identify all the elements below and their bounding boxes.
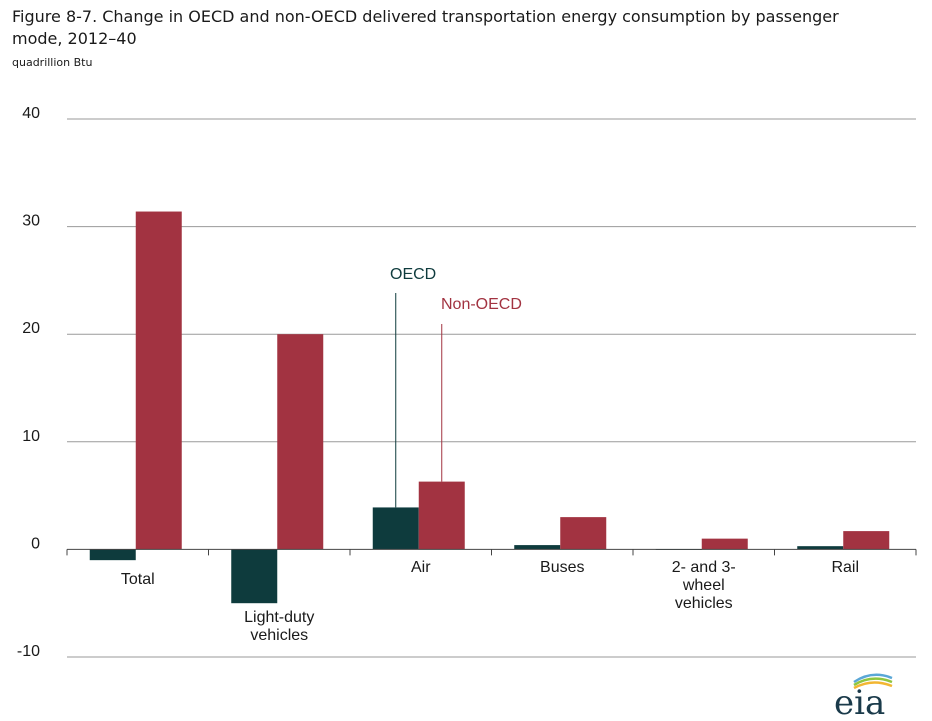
- chart-title: Figure 8-7. Change in OECD and non-OECD …: [12, 7, 839, 48]
- bar-non-oecd: [843, 531, 890, 550]
- bar-oecd: [797, 546, 844, 550]
- logo-text: eia: [834, 683, 885, 718]
- y-tick-label: 40: [22, 105, 40, 122]
- y-tick-label: 30: [22, 213, 40, 230]
- bar-oecd: [514, 545, 561, 550]
- legend-non-oecd: Non-OECD: [441, 296, 522, 313]
- gridlines: [67, 118, 916, 658]
- bar-oecd: [89, 549, 136, 561]
- bar-oecd: [231, 549, 278, 604]
- y-tick-label: -10: [17, 643, 40, 660]
- unit-label: quadrillion Btu: [12, 56, 93, 69]
- y-axis-ticks: -10 0 10 20 30 40: [17, 105, 40, 660]
- category-label: Light-duty vehicles: [244, 609, 314, 644]
- legend-oecd: OECD: [390, 266, 436, 283]
- bar-non-oecd: [560, 517, 607, 550]
- category-label: 2- and 3-wheel vehicles: [672, 559, 736, 612]
- bar-non-oecd: [418, 481, 465, 550]
- category-labels: Total Light-duty vehicles Air Buses 2- and 3-…: [121, 559, 859, 644]
- category-label: Rail: [831, 559, 859, 576]
- y-tick-label: 10: [22, 428, 40, 445]
- bars: [89, 211, 890, 604]
- category-label: Buses: [540, 559, 584, 576]
- x-axis: [66, 548, 917, 556]
- bar-non-oecd: [277, 334, 324, 550]
- bar-oecd: [372, 507, 419, 550]
- category-label: Total: [121, 571, 155, 588]
- bar-non-oecd: [701, 538, 748, 550]
- category-label: Air: [411, 559, 431, 576]
- eia-logo: eia: [834, 673, 893, 718]
- y-tick-label: 0: [31, 535, 40, 552]
- legend-annotations: OECD Non-OECD: [390, 266, 522, 508]
- y-tick-label: 20: [22, 320, 40, 337]
- bar-non-oecd: [135, 211, 182, 550]
